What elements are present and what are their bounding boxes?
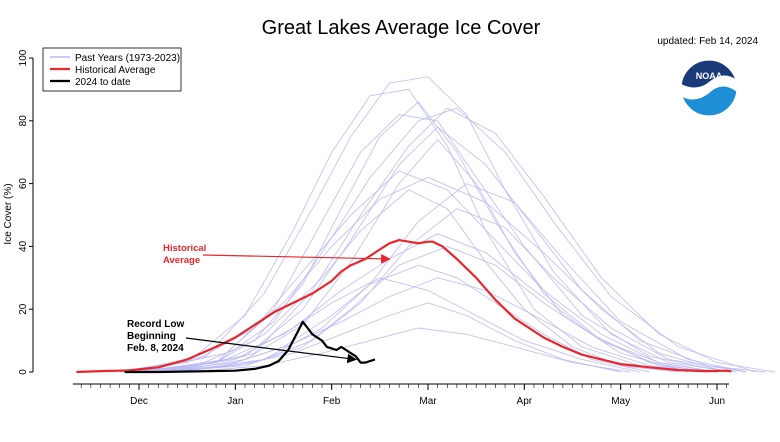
annotation-historical-average: Historical Average bbox=[163, 243, 391, 266]
y-tick-label: 20 bbox=[18, 303, 29, 315]
past-year-line bbox=[177, 208, 746, 373]
past-year-line bbox=[158, 245, 718, 373]
annotation-record-line-2: Beginning bbox=[127, 331, 176, 342]
past-year-line bbox=[158, 126, 766, 373]
x-tick-label-feb: Feb bbox=[323, 396, 341, 407]
y-tick-label: 80 bbox=[18, 115, 29, 127]
x-tick-label-mar: Mar bbox=[419, 396, 437, 407]
chart-title: Great Lakes Average Ice Cover bbox=[262, 17, 541, 39]
annotation-record-low: Record Low Beginning Feb. 8, 2024 bbox=[127, 319, 357, 364]
x-tick-label-may: May bbox=[611, 396, 630, 407]
past-year-line bbox=[110, 88, 698, 373]
past-year-line bbox=[148, 277, 708, 373]
series-line-historical-average bbox=[76, 239, 732, 374]
legend-label-2024: 2024 to date bbox=[75, 77, 131, 88]
noaa-logo-text: NOAA bbox=[696, 71, 723, 81]
past-year-line bbox=[119, 170, 718, 373]
legend-label-past: Past Years (1973-2023) bbox=[75, 53, 180, 64]
minor-ticks bbox=[80, 384, 727, 388]
y-tick-label: 100 bbox=[18, 49, 29, 66]
past-year-line bbox=[187, 327, 631, 373]
x-tick-label-jan: Jan bbox=[227, 396, 243, 407]
axes: 0 20 40 60 80 100 Dec Jan Feb Mar Apr May Jun Ice C… bbox=[3, 49, 729, 407]
annotation-record-arrow bbox=[185, 337, 357, 364]
annotation-historical-line-2: Average bbox=[163, 255, 200, 266]
y-ticks: 0 20 40 60 80 100 bbox=[18, 49, 33, 375]
x-tick-label-dec: Dec bbox=[130, 396, 148, 407]
annotation-historical-line-1: Historical bbox=[163, 243, 206, 254]
updated-date: updated: Feb 14, 2024 bbox=[657, 36, 758, 47]
y-axis-label: Ice Cover (%) bbox=[3, 183, 14, 244]
noaa-logo-icon: NOAA bbox=[680, 59, 738, 117]
annotation-record-line-3: Feb. 8, 2024 bbox=[127, 343, 184, 354]
past-year-line bbox=[158, 302, 621, 373]
y-tick-label: 60 bbox=[18, 178, 29, 190]
legend-label-average: Historical Average bbox=[75, 65, 156, 76]
x-tick-label-apr: Apr bbox=[517, 396, 533, 407]
y-tick-label: 0 bbox=[18, 369, 29, 375]
past-years-lines bbox=[110, 76, 775, 373]
past-year-line bbox=[138, 189, 679, 373]
y-tick-label: 40 bbox=[18, 240, 29, 252]
past-year-line bbox=[177, 183, 746, 373]
annotation-historical-arrow bbox=[202, 253, 391, 264]
annotation-record-line-1: Record Low bbox=[127, 319, 184, 330]
past-year-line bbox=[129, 107, 756, 373]
legend: Past Years (1973-2023) Historical Averag… bbox=[42, 47, 182, 92]
x-ticks: Dec Jan Feb Mar Apr May Jun bbox=[130, 384, 725, 407]
past-year-line bbox=[119, 76, 737, 373]
x-tick-label-jun: Jun bbox=[709, 396, 725, 407]
past-year-line bbox=[167, 107, 775, 373]
